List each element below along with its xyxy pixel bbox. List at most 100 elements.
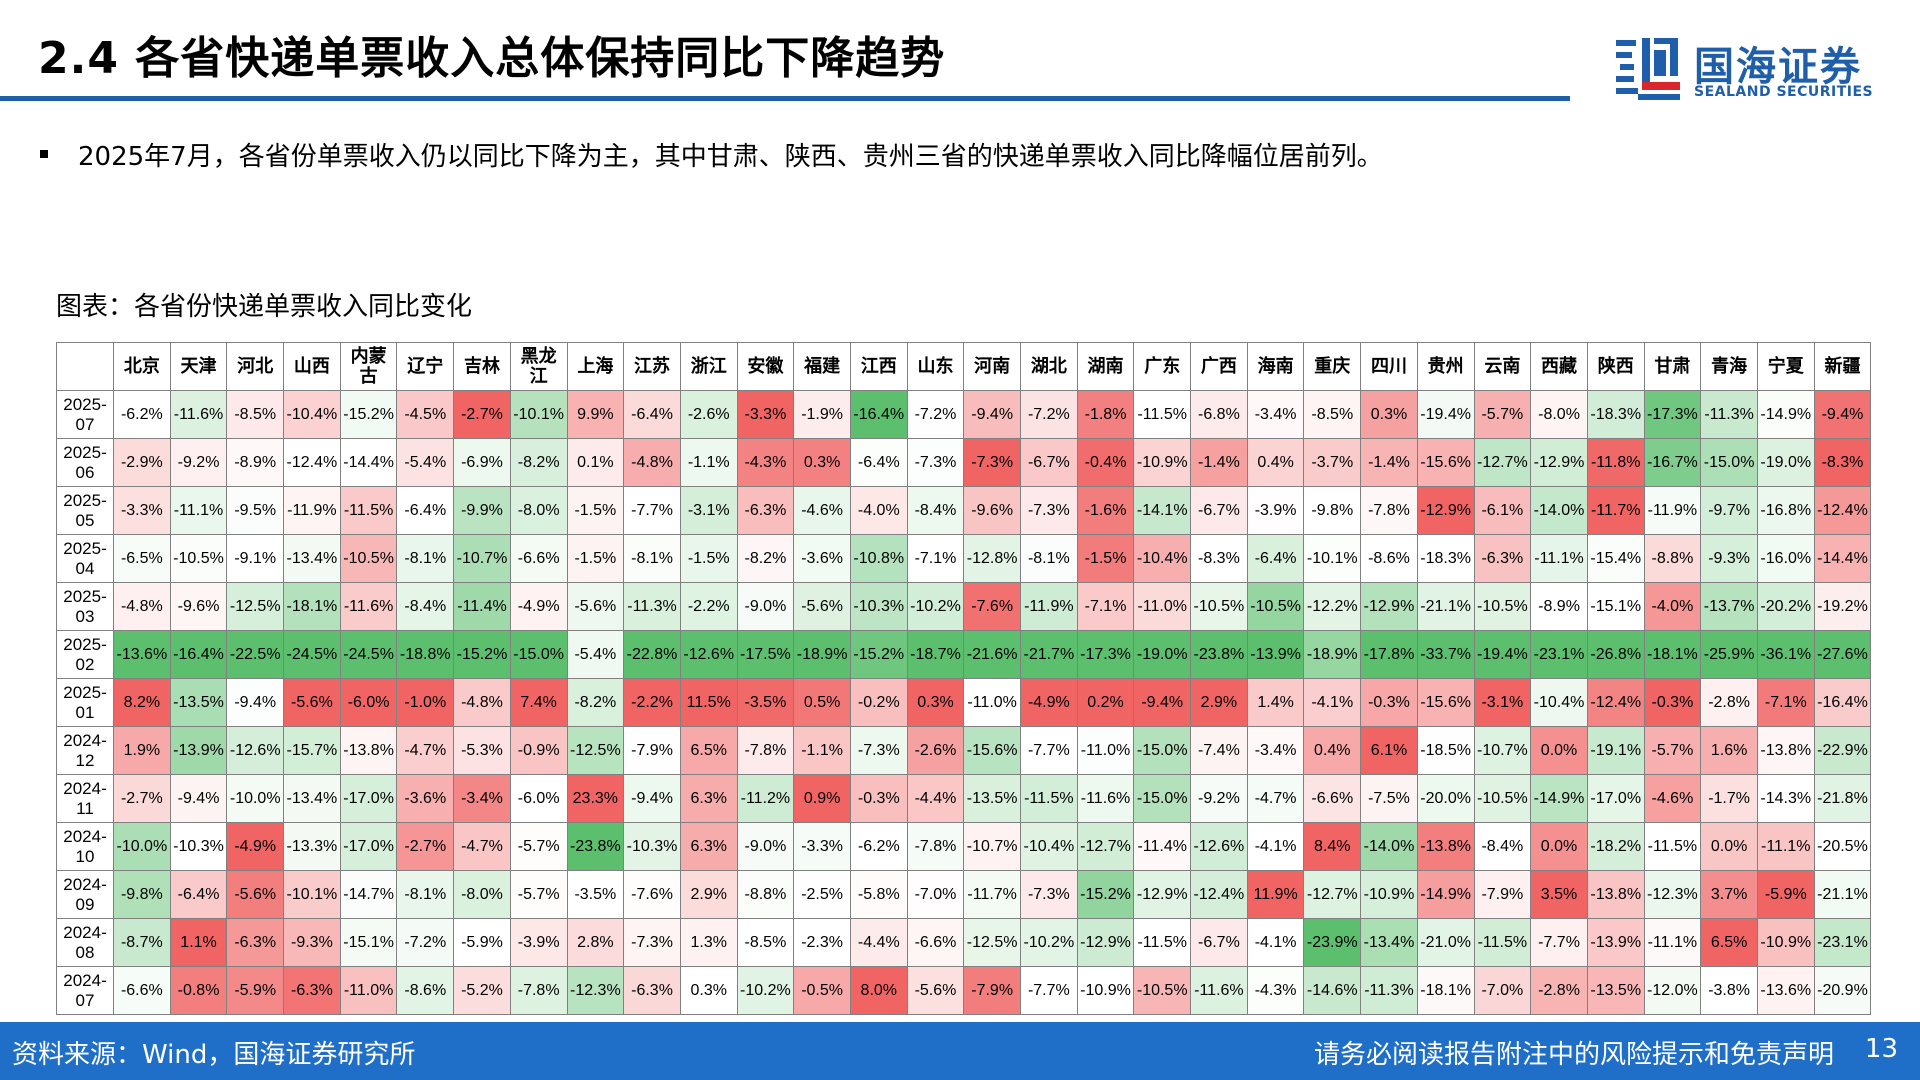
- column-header: 山东: [906, 342, 965, 391]
- heatmap-cell: -11.0%: [339, 966, 398, 1015]
- heatmap-cell: 7.4%: [509, 678, 568, 727]
- heatmap-cell: 0.3%: [906, 678, 965, 727]
- heatmap-cell: -18.1%: [1643, 630, 1702, 679]
- heatmap-cell: -4.1%: [1246, 822, 1305, 871]
- heatmap-cell: -8.8%: [1643, 534, 1702, 583]
- heatmap-cell: -12.7%: [1076, 822, 1135, 871]
- heatmap-cell: -13.5%: [963, 774, 1021, 823]
- table-row: 2025- 03 -4.8% -9.6% -12.5% -18.1% -11.6% -8.4%…: [56, 582, 1872, 631]
- heatmap-cell: -5.6%: [906, 966, 965, 1015]
- heatmap-cell: -11.9%: [283, 486, 341, 535]
- heatmap-cell: -27.6%: [1813, 630, 1872, 679]
- heatmap-cell: -8.1%: [623, 534, 681, 583]
- heatmap-cell: -13.7%: [1700, 582, 1758, 631]
- heatmap-cell: -13.4%: [283, 774, 341, 823]
- heatmap-cell: -15.0%: [1133, 774, 1192, 823]
- heatmap-cell: -22.9%: [1813, 726, 1872, 775]
- heatmap-cell: -12.9%: [1360, 582, 1418, 631]
- heatmap-cell: -24.5%: [283, 630, 341, 679]
- heatmap-cell: -5.6%: [226, 870, 285, 919]
- heatmap-cell: -19.0%: [1133, 630, 1192, 679]
- heatmap-cell: -9.5%: [226, 486, 285, 535]
- heatmap-cell: -14.3%: [1756, 774, 1815, 823]
- heatmap-cell: -11.3%: [1360, 966, 1418, 1015]
- heatmap-cell: -10.9%: [1360, 870, 1418, 919]
- heatmap-cell: -13.8%: [339, 726, 398, 775]
- heatmap-cell: -16.4%: [169, 630, 228, 679]
- heatmap-cell: -10.7%: [1473, 726, 1532, 775]
- heatmap-cell: -8.4%: [1473, 822, 1532, 871]
- heatmap-cell: -18.5%: [1416, 726, 1475, 775]
- column-header: 贵州: [1416, 342, 1475, 391]
- heatmap-cell: 0.1%: [566, 438, 625, 487]
- heatmap-cell: -7.3%: [849, 726, 908, 775]
- heatmap-cell: -7.1%: [906, 534, 965, 583]
- heatmap-cell: -8.7%: [113, 918, 171, 967]
- heatmap-cell: -11.2%: [736, 774, 795, 823]
- heatmap-cell: -10.9%: [1756, 918, 1815, 967]
- heatmap-cell: -1.5%: [679, 534, 738, 583]
- heatmap-cell: -6.3%: [226, 918, 285, 967]
- heatmap-cell: -13.3%: [283, 822, 341, 871]
- heatmap-cell: -10.5%: [1473, 774, 1532, 823]
- heatmap-cell: -7.1%: [1076, 582, 1135, 631]
- heatmap-cell: -12.9%: [1133, 870, 1192, 919]
- heatmap-cell: -7.7%: [1020, 966, 1078, 1015]
- heatmap-cell: 1.6%: [1700, 726, 1758, 775]
- heatmap-cell: -14.4%: [339, 438, 398, 487]
- heatmap-cell: -12.2%: [1303, 582, 1362, 631]
- column-header: 广西: [1190, 342, 1248, 391]
- heatmap-cell: -23.8%: [1190, 630, 1248, 679]
- heatmap-cell: -18.3%: [1416, 534, 1475, 583]
- heatmap-cell: -9.9%: [453, 486, 511, 535]
- heatmap-cell: -1.1%: [793, 726, 851, 775]
- heatmap-cell: -11.0%: [1076, 726, 1135, 775]
- heatmap-cell: -15.2%: [849, 630, 908, 679]
- heatmap-cell: -14.9%: [1416, 870, 1475, 919]
- column-header: 陕西: [1586, 342, 1645, 391]
- heatmap-cell: -14.9%: [1530, 774, 1588, 823]
- heatmap-cell: -2.8%: [1700, 678, 1758, 727]
- heatmap-cell: -16.4%: [1813, 678, 1872, 727]
- heatmap-cell: -10.5%: [1133, 966, 1192, 1015]
- heatmap-cell: -8.1%: [396, 870, 455, 919]
- heatmap-cell: 0.0%: [1530, 726, 1588, 775]
- heatmap-cell: -3.1%: [1473, 678, 1532, 727]
- heatmap-cell: -4.0%: [849, 486, 908, 535]
- heatmap-cell: -12.8%: [963, 534, 1021, 583]
- heatmap-cell: -13.5%: [1586, 966, 1645, 1015]
- heatmap-cell: -13.8%: [1586, 870, 1645, 919]
- heatmap-cell: 6.3%: [679, 774, 738, 823]
- heatmap-cell: -2.3%: [793, 918, 851, 967]
- column-header: 上海: [566, 342, 625, 391]
- column-header: 河北: [226, 342, 285, 391]
- heatmap-cell: -21.1%: [1416, 582, 1475, 631]
- heatmap-cell: -4.8%: [113, 582, 171, 631]
- heatmap-cell: -15.2%: [453, 630, 511, 679]
- heatmap-cell: -15.1%: [1586, 582, 1645, 631]
- table-row: 2024- 10 -10.0% -10.3% -4.9% -13.3% -17.0% -2.7…: [56, 822, 1872, 871]
- table-row: 2024- 08 -8.7% 1.1% -6.3% -9.3% -15.1% -7.2% -5.…: [56, 918, 1872, 967]
- heatmap-cell: -9.3%: [1700, 534, 1758, 583]
- heatmap-cell: -12.7%: [1303, 870, 1362, 919]
- column-header: 山西: [283, 342, 341, 391]
- heatmap-cell: 3.7%: [1700, 870, 1758, 919]
- heatmap-cell: -5.8%: [849, 870, 908, 919]
- heatmap-cell: -4.9%: [226, 822, 285, 871]
- heatmap-cell: -10.4%: [1020, 822, 1078, 871]
- heatmap-cell: -10.0%: [113, 822, 171, 871]
- heatmap-cell: -13.6%: [113, 630, 171, 679]
- column-header: 四川: [1360, 342, 1418, 391]
- heatmap-cell: -7.7%: [1020, 726, 1078, 775]
- row-label: 2024- 10: [56, 822, 114, 871]
- heatmap-cell: -6.7%: [1190, 918, 1248, 967]
- heatmap-cell: -10.9%: [1133, 438, 1192, 487]
- heatmap-cell: -1.4%: [1360, 438, 1418, 487]
- heatmap-cell: -11.1%: [1756, 822, 1815, 871]
- heatmap-cell: 0.3%: [793, 438, 851, 487]
- heatmap-cell: -18.7%: [906, 630, 965, 679]
- heatmap-cell: -6.4%: [849, 438, 908, 487]
- heatmap-cell: -5.9%: [226, 966, 285, 1015]
- heatmap-cell: -12.6%: [679, 630, 738, 679]
- heatmap-cell: -15.6%: [963, 726, 1021, 775]
